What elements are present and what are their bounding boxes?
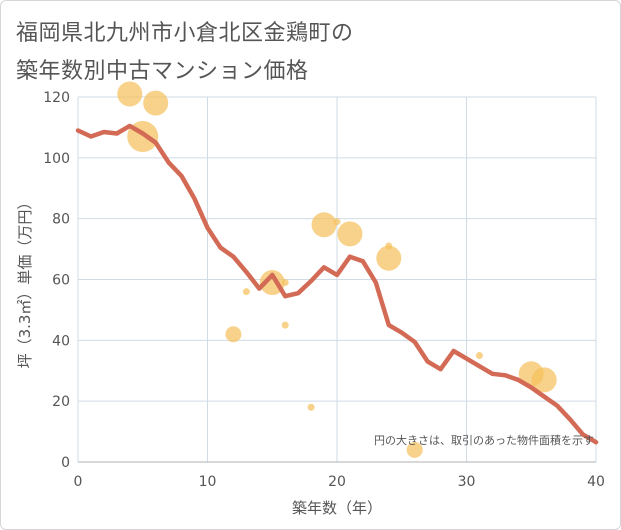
x-axis-label: 築年数（年） xyxy=(292,499,382,517)
chart-title-line-2: 築年数別中古マンション価格 xyxy=(16,59,309,84)
y-axis-label: 坪（3.3㎡）単価（万円） xyxy=(16,195,34,369)
bubble-point xyxy=(376,245,402,271)
bubble-point xyxy=(337,221,363,247)
trend-line-series xyxy=(75,123,599,445)
y-tick-label: 20 xyxy=(52,394,70,410)
y-tick-label: 80 xyxy=(52,212,70,228)
bubble-point xyxy=(117,81,143,107)
x-tick-label: 10 xyxy=(199,474,217,490)
bubble-point xyxy=(242,288,250,296)
bubble-series xyxy=(117,81,557,458)
y-tick-label: 40 xyxy=(52,333,70,349)
chart-title-line-1: 福岡県北九州市小倉北区金鶏町の xyxy=(16,21,354,46)
bubble-size-annotation: 円の大きさは、取引のあった物件面積を示す xyxy=(374,433,594,447)
bubble-point xyxy=(333,218,341,226)
x-tick-label: 20 xyxy=(328,474,346,490)
bubble-point xyxy=(143,90,169,116)
bubble-point xyxy=(311,212,337,238)
y-axis-ticks: 0 20 40 60 80 100 120 xyxy=(43,90,70,471)
bubble-point xyxy=(475,352,483,360)
bubble-point xyxy=(225,326,242,343)
x-axis-ticks: 0 10 20 30 40 xyxy=(74,474,605,490)
y-tick-label: 0 xyxy=(61,455,70,471)
trend-line xyxy=(75,123,599,445)
x-tick-label: 30 xyxy=(458,474,476,490)
x-tick-label: 0 xyxy=(74,474,83,490)
y-tick-label: 60 xyxy=(52,273,70,289)
x-tick-label: 40 xyxy=(587,474,605,490)
bubble-point xyxy=(307,403,315,411)
bubble-point xyxy=(406,441,423,458)
y-tick-label: 120 xyxy=(43,90,70,106)
grid-lines xyxy=(77,96,597,463)
bubble-point xyxy=(281,321,289,329)
y-tick-label: 100 xyxy=(43,151,70,167)
bubble-point xyxy=(531,367,557,393)
bubble-point xyxy=(281,279,289,287)
